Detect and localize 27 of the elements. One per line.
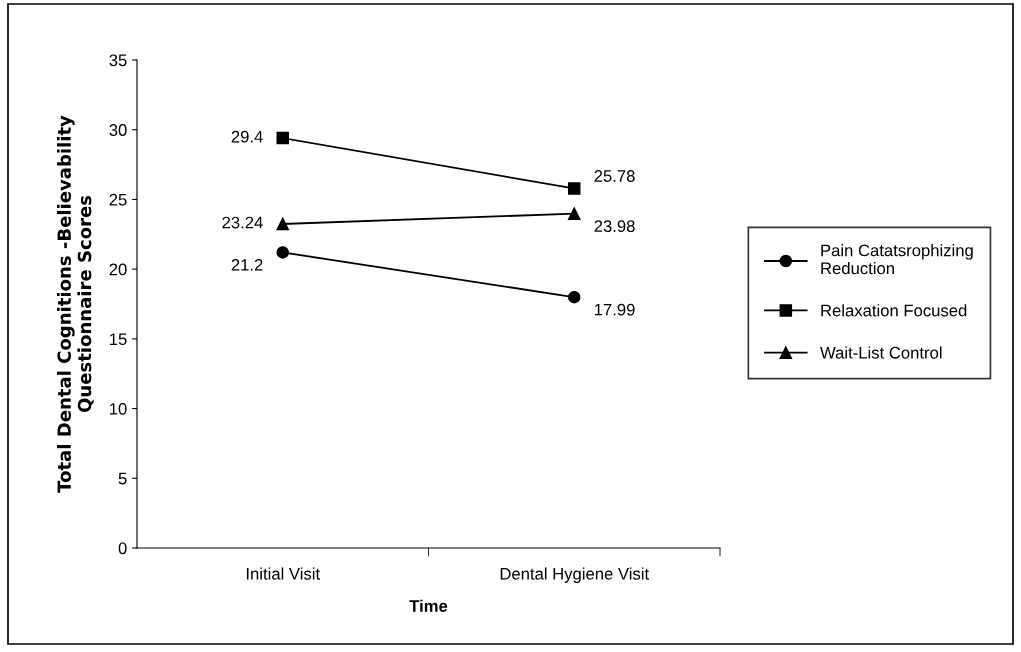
y-tick-label: 10 xyxy=(110,402,127,415)
legend-label: Wait-List Control xyxy=(820,346,942,359)
point xyxy=(567,182,581,195)
point xyxy=(276,246,290,259)
point xyxy=(567,207,581,220)
y-tick-label: 5 xyxy=(118,472,127,485)
legend-label: Pain Catatsrophizing Reduction xyxy=(821,244,973,275)
x-tick-label: Dental Hygiene Visit xyxy=(500,567,650,583)
point xyxy=(276,217,290,231)
y-tick-label: 0 xyxy=(118,542,127,555)
x-axis-title: Time xyxy=(409,599,448,612)
x-tick-label: Initial Visit xyxy=(246,567,320,580)
y-tick-label: 25 xyxy=(109,193,127,206)
y-tick-label: 35 xyxy=(109,54,127,67)
data-label: 23.98 xyxy=(594,220,635,233)
legend-label: Relaxation Focused xyxy=(821,304,967,317)
data-label: 17.99 xyxy=(594,303,635,316)
data-label: 29.4 xyxy=(231,130,263,143)
point xyxy=(276,131,290,145)
y-tick-label: 15 xyxy=(110,333,127,346)
y-axis-title: Total Dental Cognitions -Believability Questionnaire Scores xyxy=(57,115,94,493)
data-label: 25.78 xyxy=(594,170,635,182)
data-label: 21.2 xyxy=(231,258,263,271)
y-tick-label: 20 xyxy=(109,263,127,276)
data-label: 23.24 xyxy=(222,216,263,229)
y-tick-label: 30 xyxy=(109,124,127,136)
point xyxy=(567,290,581,304)
